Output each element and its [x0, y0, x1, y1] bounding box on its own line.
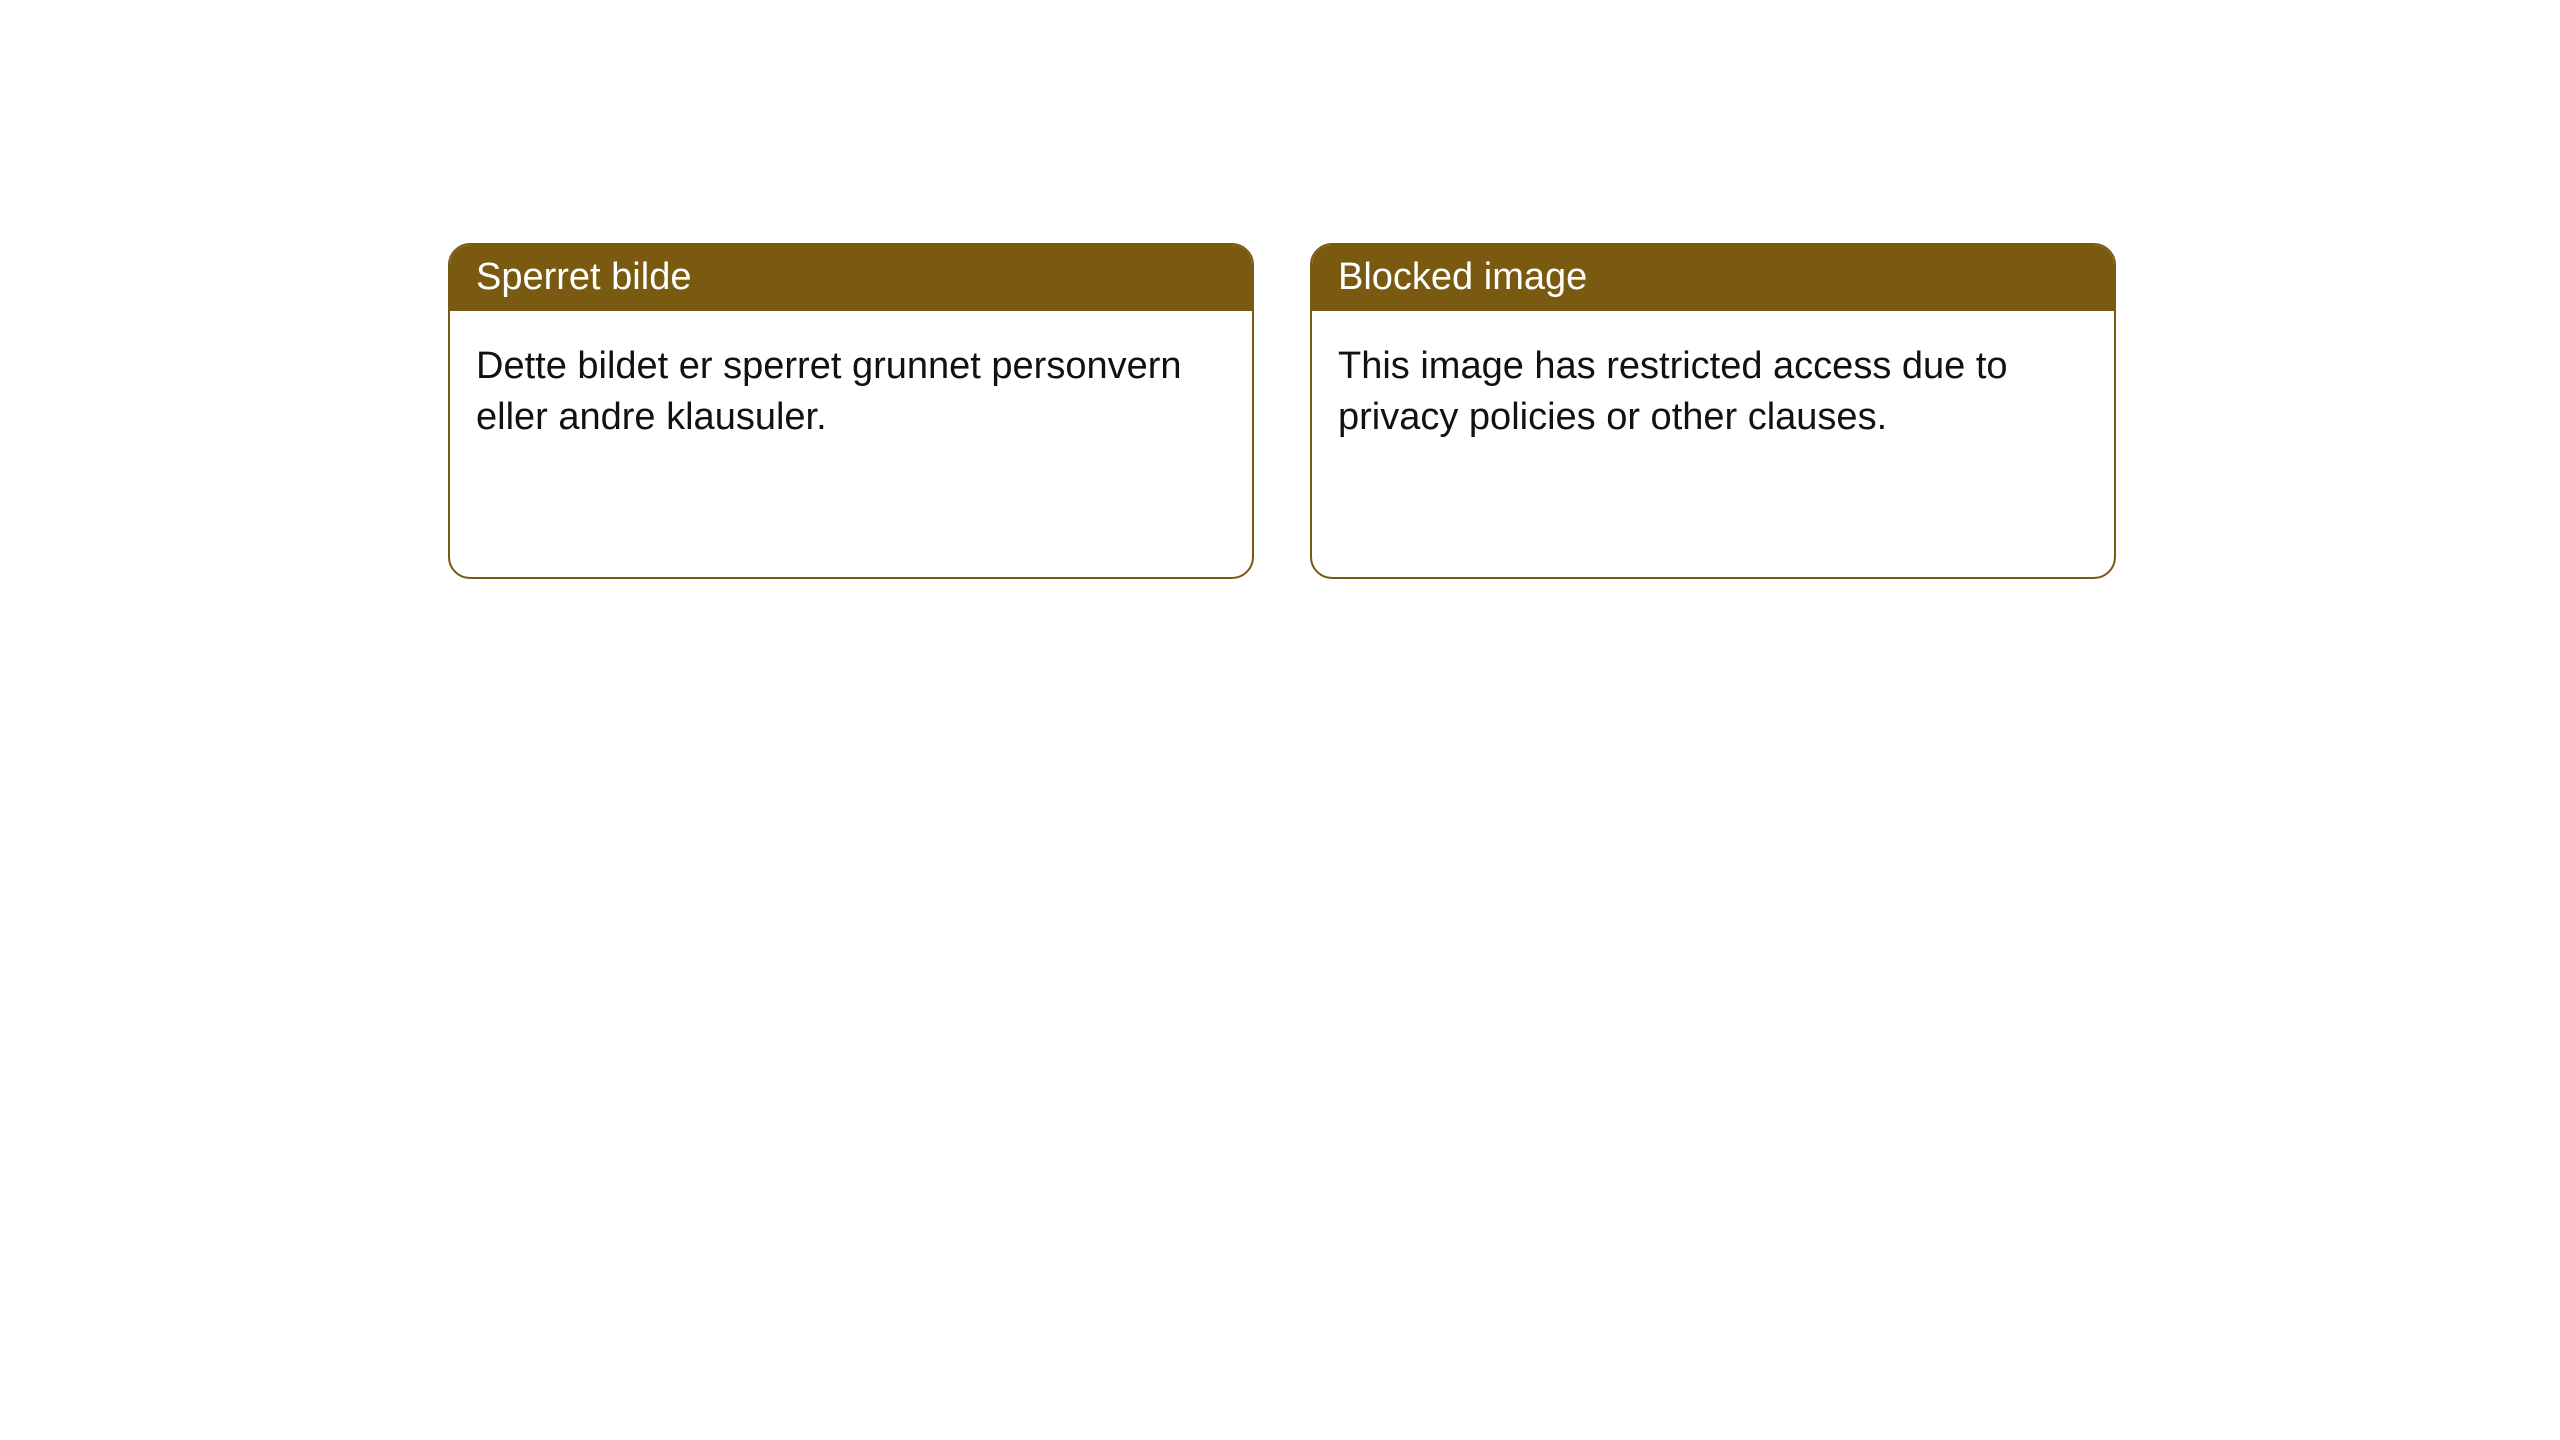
- blocked-image-card-norwegian: Sperret bilde Dette bildet er sperret gr…: [448, 243, 1254, 579]
- blocked-image-body-norwegian: Dette bildet er sperret grunnet personve…: [450, 311, 1252, 474]
- blocked-image-body-english: This image has restricted access due to …: [1312, 311, 2114, 474]
- blocked-image-notice-container: Sperret bilde Dette bildet er sperret gr…: [448, 243, 2116, 579]
- blocked-image-title-english: Blocked image: [1312, 245, 2114, 311]
- blocked-image-card-english: Blocked image This image has restricted …: [1310, 243, 2116, 579]
- blocked-image-title-norwegian: Sperret bilde: [450, 245, 1252, 311]
